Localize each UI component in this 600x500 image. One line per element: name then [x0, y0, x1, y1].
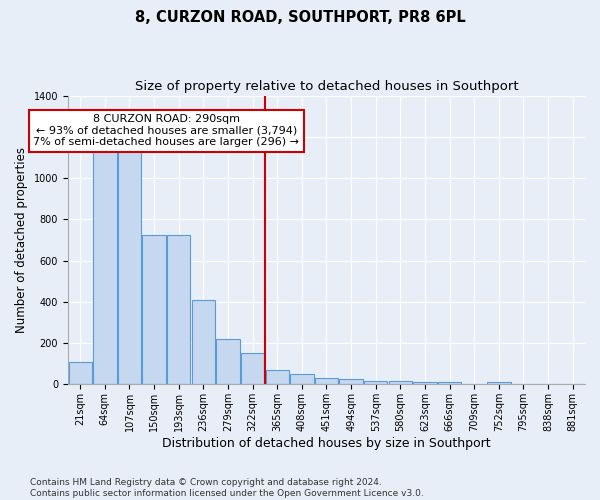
- Bar: [290, 374, 314, 384]
- Bar: [266, 370, 289, 384]
- Text: 8 CURZON ROAD: 290sqm
← 93% of detached houses are smaller (3,794)
7% of semi-de: 8 CURZON ROAD: 290sqm ← 93% of detached …: [34, 114, 299, 148]
- Bar: [216, 339, 239, 384]
- Y-axis label: Number of detached properties: Number of detached properties: [15, 147, 28, 333]
- Bar: [191, 300, 215, 384]
- Bar: [413, 382, 437, 384]
- Bar: [340, 379, 363, 384]
- Bar: [438, 382, 461, 384]
- Bar: [315, 378, 338, 384]
- Title: Size of property relative to detached houses in Southport: Size of property relative to detached ho…: [134, 80, 518, 93]
- Bar: [118, 147, 141, 384]
- Bar: [364, 380, 388, 384]
- Bar: [167, 235, 190, 384]
- Bar: [142, 235, 166, 384]
- Text: Contains HM Land Registry data © Crown copyright and database right 2024.
Contai: Contains HM Land Registry data © Crown c…: [30, 478, 424, 498]
- Bar: [241, 354, 264, 384]
- Bar: [389, 381, 412, 384]
- Bar: [68, 362, 92, 384]
- Bar: [487, 382, 511, 384]
- Text: 8, CURZON ROAD, SOUTHPORT, PR8 6PL: 8, CURZON ROAD, SOUTHPORT, PR8 6PL: [134, 10, 466, 25]
- X-axis label: Distribution of detached houses by size in Southport: Distribution of detached houses by size …: [162, 437, 491, 450]
- Bar: [93, 147, 116, 384]
